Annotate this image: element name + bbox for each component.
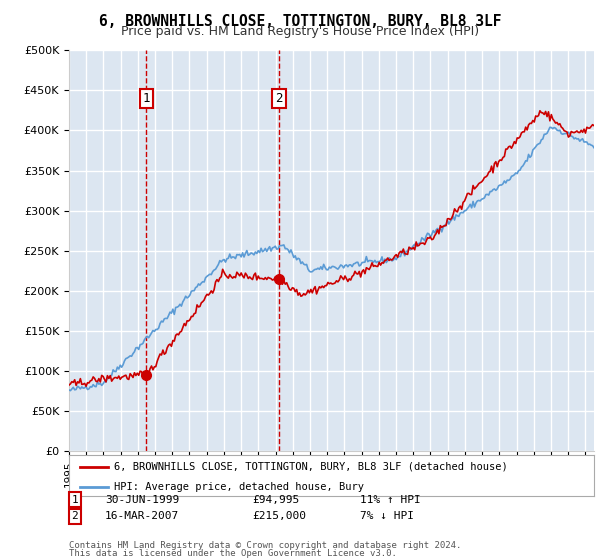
Text: 1: 1 [143, 92, 150, 105]
Text: 11% ↑ HPI: 11% ↑ HPI [360, 494, 421, 505]
Text: £94,995: £94,995 [252, 494, 299, 505]
Text: HPI: Average price, detached house, Bury: HPI: Average price, detached house, Bury [113, 482, 364, 492]
Text: 30-JUN-1999: 30-JUN-1999 [105, 494, 179, 505]
Text: 16-MAR-2007: 16-MAR-2007 [105, 511, 179, 521]
Text: £215,000: £215,000 [252, 511, 306, 521]
Text: 2: 2 [275, 92, 283, 105]
Text: Contains HM Land Registry data © Crown copyright and database right 2024.: Contains HM Land Registry data © Crown c… [69, 541, 461, 550]
Text: 6, BROWNHILLS CLOSE, TOTTINGTON, BURY, BL8 3LF (detached house): 6, BROWNHILLS CLOSE, TOTTINGTON, BURY, B… [113, 461, 508, 472]
Text: Price paid vs. HM Land Registry's House Price Index (HPI): Price paid vs. HM Land Registry's House … [121, 25, 479, 38]
Text: 7% ↓ HPI: 7% ↓ HPI [360, 511, 414, 521]
Text: 1: 1 [71, 494, 79, 505]
Text: 6, BROWNHILLS CLOSE, TOTTINGTON, BURY, BL8 3LF: 6, BROWNHILLS CLOSE, TOTTINGTON, BURY, B… [99, 14, 501, 29]
Text: This data is licensed under the Open Government Licence v3.0.: This data is licensed under the Open Gov… [69, 549, 397, 558]
Text: 2: 2 [71, 511, 79, 521]
